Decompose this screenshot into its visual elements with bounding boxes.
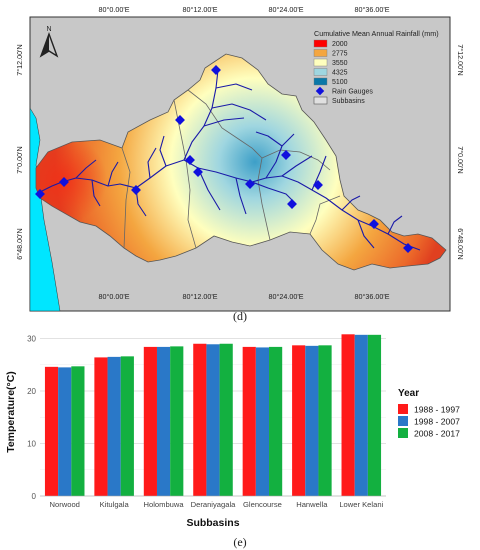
y-tick-label: 0	[32, 492, 37, 501]
legend-label: 2000	[332, 41, 348, 48]
bar-hanwella-series-1	[292, 345, 306, 496]
y-axis-label: Temperature(°C)	[5, 371, 17, 453]
right-tick-label: 7°12.00'N	[456, 44, 465, 75]
left-tick-label: 7°12.00'N	[15, 44, 24, 75]
rain-gauge	[175, 115, 185, 125]
legend-swatch-5100	[313, 77, 328, 86]
x-tick-label: Deraniyagala	[191, 500, 237, 509]
bottom-tick-label: 80°0.00'E	[98, 292, 129, 301]
bar-glencourse-series-1	[242, 346, 256, 496]
legend-label: 4325	[332, 70, 348, 77]
legend-label: 3550	[332, 60, 348, 67]
bar-holombuwa-series-2	[156, 346, 171, 496]
rain-gauge	[245, 179, 255, 189]
x-tick-label: Glencourse	[243, 500, 282, 509]
x-tick-label: Lower Kelani	[339, 500, 383, 509]
bar-hanwella-series-2	[305, 345, 319, 496]
bar-hanwella-series-3	[318, 345, 332, 496]
legend-subbasin-swatch	[313, 96, 328, 105]
chart-legend-label: 2008 - 2017	[414, 429, 460, 439]
x-tick-label: Holombuwa	[144, 500, 185, 509]
bar-lower-kelani-series-3	[367, 334, 382, 496]
bar-norwood-series-2	[58, 367, 72, 496]
x-axis-ticks: Norwood Kitulgala Holombuwa Deraniyagala Gle…	[50, 500, 384, 509]
y-axis-ticks: 0 10 20 30	[27, 335, 36, 502]
x-tick-label: Kitulgala	[100, 500, 130, 509]
bar-glencourse-series-3	[269, 346, 283, 496]
north-label: N	[46, 26, 51, 33]
bar-kitulgala-series-1	[94, 357, 108, 496]
rain-gauge	[193, 167, 203, 177]
y-tick-label: 20	[27, 387, 36, 396]
right-tick-label: 7°0.00'N	[456, 146, 465, 173]
chart-legend: Year 1988 - 1997 1998 - 2007 2008 - 2017	[398, 388, 460, 439]
y-tick-label: 30	[27, 335, 36, 344]
legend-swatch-3550	[313, 58, 328, 67]
top-tick-label: 80°24.00'E	[268, 5, 303, 14]
x-axis-label: Subbasins	[186, 517, 239, 529]
panel-label-d: (d)	[233, 309, 247, 323]
y-tick-label: 10	[27, 440, 36, 449]
legend-swatch-2000	[313, 39, 328, 48]
chart-legend-swatch	[398, 428, 408, 438]
map-legend: Cumulative Mean Annual Rainfall (mm) 200…	[313, 29, 439, 105]
basin-area	[35, 53, 447, 271]
bar-glencourse-series-2	[255, 347, 270, 496]
rain-gauge	[59, 177, 69, 187]
bottom-tick-label: 80°36.00'E	[354, 292, 389, 301]
legend-label: Rain Gauges	[332, 89, 373, 96]
rain-gauge	[131, 185, 141, 195]
bar-kitulgala-series-2	[107, 356, 121, 496]
bar-deraniyagala-series-3	[219, 343, 233, 496]
legend-label: 2775	[332, 51, 348, 58]
north-arrow-icon: N	[39, 26, 59, 58]
bottom-tick-label: 80°12.00'E	[182, 292, 217, 301]
left-tick-label: 7°0.00'N	[15, 146, 24, 173]
bar-lower-kelani-series-2	[354, 334, 368, 496]
ocean	[29, 107, 61, 312]
temperature-bar-chart: 0 10 20 30 Norwood Kitulgala Holombuwa Deraniy…	[5, 328, 460, 549]
legend-swatch-4325	[313, 68, 328, 76]
chart-legend-label: 1988 - 1997	[414, 405, 460, 415]
rain-gauge	[35, 189, 45, 199]
bar-deraniyagala-series-1	[193, 343, 207, 496]
legend-title: Cumulative Mean Annual Rainfall (mm)	[314, 29, 439, 38]
x-tick-label: Norwood	[50, 500, 80, 509]
rain-gauge	[185, 155, 195, 165]
top-tick-label: 80°0.00'E	[98, 5, 129, 14]
bar-kitulgala-series-3	[120, 356, 134, 496]
bar-norwood-series-1	[44, 366, 59, 496]
bar-lower-kelani-series-1	[341, 334, 355, 496]
subbasin-boundaries	[121, 89, 341, 249]
bottom-tick-label: 80°24.00'E	[268, 292, 303, 301]
bar-holombuwa-series-3	[170, 346, 184, 496]
bar-holombuwa-series-1	[143, 346, 157, 496]
bars	[44, 334, 382, 496]
panel-label-e: (e)	[233, 535, 246, 549]
legend-gauge-icon	[315, 86, 325, 96]
legend-label: Subbasins	[332, 98, 365, 105]
chart-legend-swatch	[398, 416, 408, 426]
legend-label: 5100	[332, 79, 348, 86]
west-red-zone	[36, 140, 126, 236]
legend-swatch-2775	[313, 49, 328, 57]
rainfall-map: N Cumulative Mean Annual Rainfall (mm) 2…	[15, 5, 465, 323]
right-tick-label: 6°48.00'N	[456, 228, 465, 259]
chart-legend-title: Year	[398, 388, 419, 399]
rain-gauge	[211, 65, 221, 75]
top-tick-label: 80°12.00'E	[182, 5, 217, 14]
top-tick-label: 80°36.00'E	[354, 5, 389, 14]
bar-deraniyagala-series-2	[206, 344, 220, 496]
chart-legend-label: 1998 - 2007	[414, 417, 460, 427]
left-tick-label: 6°48.00'N	[15, 228, 24, 259]
bar-norwood-series-3	[71, 366, 85, 496]
river-network	[39, 69, 421, 251]
chart-legend-swatch	[398, 404, 408, 414]
map-coordinate-labels: 80°0.00'E 80°12.00'E 80°24.00'E 80°36.00'E 8…	[15, 5, 465, 301]
x-tick-label: Hanwella	[296, 500, 328, 509]
